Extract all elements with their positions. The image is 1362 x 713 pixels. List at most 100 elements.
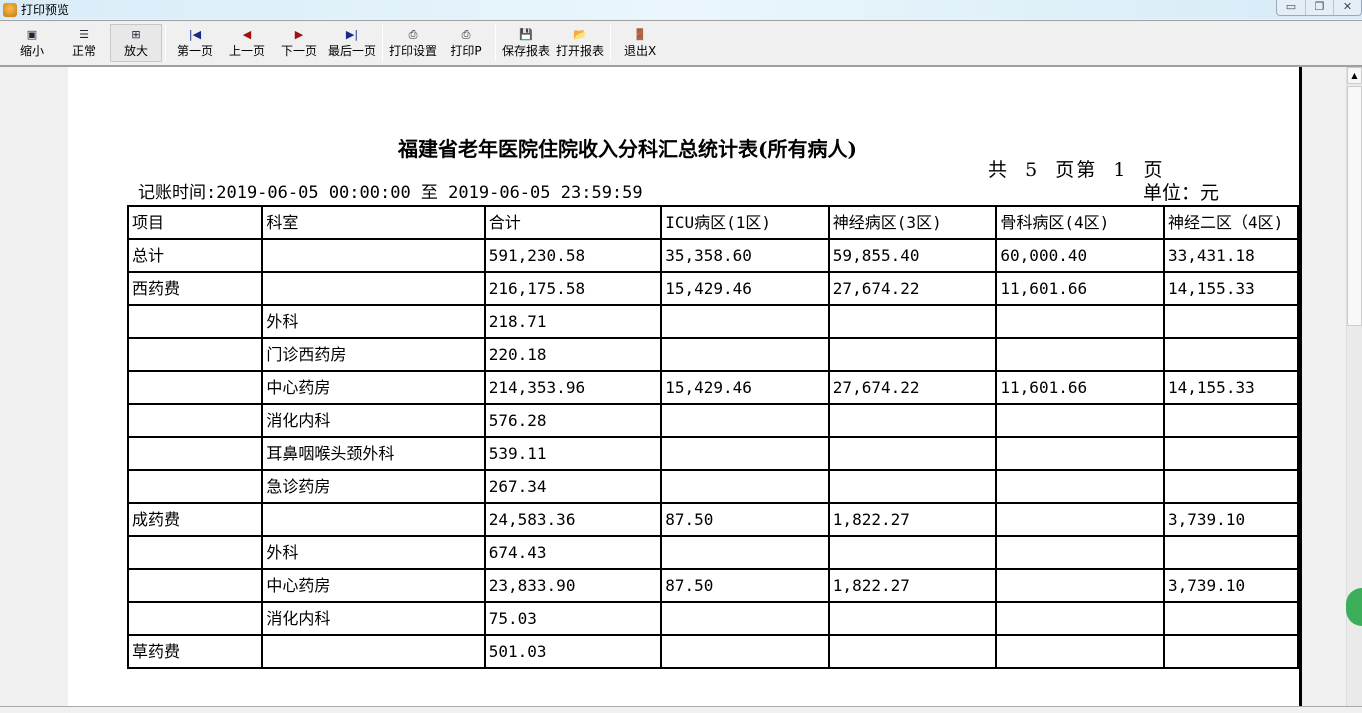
table-cell — [995, 436, 1166, 471]
table-cell — [660, 337, 830, 372]
toolbar-button-3[interactable]: |◀ 第一页 — [169, 24, 221, 62]
table-cell: 87.50 — [660, 502, 830, 537]
table-cell — [660, 535, 830, 570]
toolbar-button-label: 最后一页 — [328, 43, 377, 58]
restore-button[interactable]: ❐ — [1305, 0, 1333, 15]
billing-period: 记账时间:2019-06-05 00:00:00 至 2019-06-05 23… — [138, 183, 643, 203]
table-row: 消化内科 75.03 — [126, 601, 1299, 636]
table-cell: 耳鼻咽喉头颈外科 — [261, 436, 486, 471]
toolbar-button-4[interactable]: ◀ 上一页 — [221, 24, 273, 62]
table-cell: 骨科病区(4区) — [995, 205, 1166, 240]
toolbar-button-0[interactable]: ▣ 缩小 — [6, 24, 58, 62]
table-cell — [660, 436, 830, 471]
table-cell: 西药费 — [126, 271, 264, 306]
toolbar-button-2[interactable]: ⊞ 放大 — [110, 24, 162, 62]
toolbar-button-5[interactable]: ▶ 下一页 — [273, 24, 325, 62]
table-cell: 1,822.27 — [827, 502, 998, 537]
table-cell — [1163, 634, 1299, 669]
table-row: 门诊西药房 220.18 — [126, 337, 1299, 372]
table-cell: ICU病区(1区) — [660, 205, 830, 240]
table-cell: 33,431.18 — [1163, 238, 1299, 273]
table-cell: 3,739.10 — [1163, 502, 1299, 537]
table-cell — [995, 634, 1166, 669]
table-cell: 消化内科 — [261, 601, 486, 636]
table-row: 耳鼻咽喉头颈外科 539.11 — [126, 436, 1299, 471]
table-cell — [827, 403, 998, 438]
page-info: 共 5 页第 1 页 — [988, 159, 1165, 181]
table-cell: 急诊药房 — [261, 469, 486, 504]
table-cell — [126, 568, 264, 603]
table-cell — [995, 469, 1166, 504]
table-cell: 23,833.90 — [483, 568, 663, 603]
report-title: 福建省老年医院住院收入分科汇总统计表(所有病人) — [398, 137, 857, 161]
window-title: 打印预览 — [21, 3, 70, 17]
toolbar-separator — [165, 25, 166, 61]
toolbar-button-1[interactable]: ☰ 正常 — [58, 24, 110, 62]
toolbar-button-6[interactable]: ▶| 最后一页 — [325, 24, 379, 62]
toolbar-button-label: 放大 — [123, 43, 148, 58]
table-cell — [660, 403, 830, 438]
toolbar-button-label: 上一页 — [228, 43, 265, 58]
table-header-row: 项目 科室 合计 ICU病区(1区) 神经病区(3区) 骨科病区(4区) 神经二区（4区) — [126, 205, 1299, 240]
toolbar-button-label: 打印设置 — [389, 43, 438, 58]
status-bar — [0, 706, 1362, 713]
table-cell — [995, 304, 1166, 339]
table-cell — [261, 271, 486, 306]
zoom-out-icon: ▣ — [26, 27, 38, 41]
table-cell: 11,601.66 — [995, 370, 1166, 405]
toolbar-button-9[interactable]: 💾 保存报表 — [499, 24, 553, 62]
toolbar-button-label: 正常 — [71, 43, 96, 58]
table-cell: 60,000.40 — [995, 238, 1166, 273]
vertical-scrollbar[interactable]: ▲ — [1346, 67, 1362, 706]
toolbar-button-8[interactable]: ⎙ 打印P — [440, 24, 492, 62]
table-row: 外科 218.71 — [126, 304, 1299, 339]
toolbar-button-7[interactable]: ⎙ 打印设置 — [386, 24, 440, 62]
table-cell: 27,674.22 — [827, 370, 998, 405]
table-cell: 35,358.60 — [660, 238, 830, 273]
table-cell: 539.11 — [483, 436, 663, 471]
toolbar-button-10[interactable]: 📂 打开报表 — [553, 24, 607, 62]
table-cell — [126, 370, 264, 405]
minimize-button[interactable]: ▭ — [1285, 0, 1297, 13]
close-button[interactable]: ✕ — [1333, 0, 1361, 15]
table-cell: 591,230.58 — [483, 238, 663, 273]
toolbar-button-label: 退出X — [623, 43, 657, 58]
table-cell: 220.18 — [483, 337, 663, 372]
table-cell: 576.28 — [483, 403, 663, 438]
table-cell: 科室 — [261, 205, 486, 240]
table-cell — [660, 634, 830, 669]
table-cell — [995, 601, 1166, 636]
table-cell: 59,855.40 — [827, 238, 998, 273]
toolbar-separator — [382, 25, 384, 61]
table-cell — [995, 337, 1166, 372]
table-cell — [126, 436, 264, 471]
toolbar-button-11[interactable]: 🚪 退出X — [614, 24, 666, 62]
toolbar-button-label: 第一页 — [176, 43, 213, 58]
table-cell — [827, 535, 998, 570]
toolbar-button-label: 保存报表 — [502, 43, 551, 58]
table-cell — [995, 568, 1166, 603]
table-cell — [1163, 403, 1299, 438]
table-cell: 总计 — [126, 238, 264, 273]
printer-icon: ⎙ — [461, 27, 471, 41]
table-cell — [995, 535, 1166, 570]
table-cell: 神经病区(3区) — [827, 205, 998, 240]
scroll-up-arrow-icon[interactable]: ▲ — [1347, 67, 1362, 84]
table-cell: 1,822.27 — [827, 568, 998, 603]
table-row: 中心药房 214,353.96 15,429.46 27,674.22 11,601.6… — [126, 370, 1299, 405]
table-row: 总计 591,230.58 35,358.60 59,855.40 60,000.40 3… — [126, 238, 1299, 273]
table-cell: 中心药房 — [261, 370, 486, 405]
title-bar: 打印预览 ▭ ❐ ✕ — [0, 0, 1362, 19]
table-row: 中心药房 23,833.90 87.50 1,822.27 3,739.10 — [126, 568, 1299, 603]
table-cell: 218.71 — [483, 304, 663, 339]
table-cell: 外科 — [261, 535, 486, 570]
scroll-thumb[interactable] — [1347, 86, 1362, 326]
floating-widget[interactable] — [1346, 588, 1362, 626]
toolbar-button-label: 打印P — [450, 43, 482, 58]
table-cell: 中心药房 — [261, 568, 486, 603]
table-cell — [261, 238, 486, 273]
toolbar-separator — [610, 25, 612, 61]
table-cell — [827, 601, 998, 636]
first-page-icon: |◀ — [188, 27, 202, 41]
table-row: 外科 674.43 — [126, 535, 1299, 570]
